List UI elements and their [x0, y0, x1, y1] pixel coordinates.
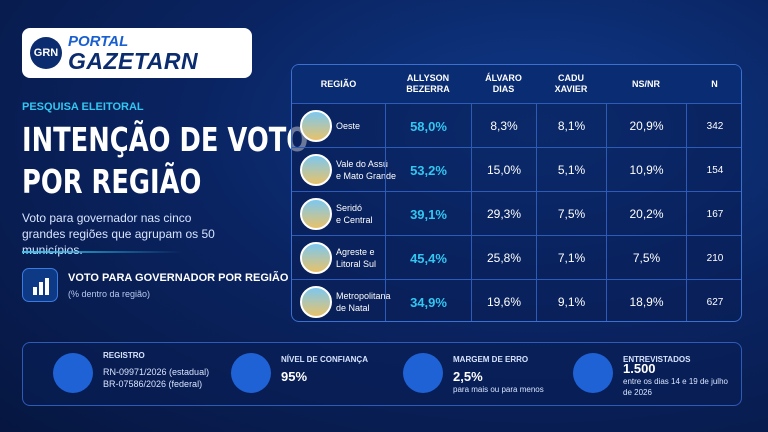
table-cell: 8,1% — [536, 104, 606, 148]
region-icon — [300, 110, 332, 142]
column-header: CADU XAVIER — [536, 65, 606, 103]
table-row: Metropolitana de Natal 34,9% 19,6% 9,1% 18,9%… — [292, 279, 741, 321]
column-header: N — [711, 78, 718, 89]
table-cell: 167 — [686, 192, 741, 236]
region-icon — [300, 286, 332, 318]
region-name: Vale do Assú e Mato Grande — [336, 148, 396, 192]
footer-label: ENTREVISTADOS — [623, 355, 691, 364]
table-row: Vale do Assú e Mato Grande 53,2% 15,0% 5,1% 1… — [292, 147, 741, 192]
title: POR REGIÃO — [22, 162, 202, 201]
table-cell: 25,8% — [471, 236, 536, 280]
logo-badge: GRN — [30, 37, 62, 69]
footer-line: RN-09971/2026 (estadual) — [103, 367, 210, 377]
table-cell: 20,9% — [606, 104, 686, 148]
table-cell: 10,9% — [606, 148, 686, 192]
footer: REGISTRO RN-09971/2026 (estadual) BR-07586… — [22, 342, 742, 406]
footer-line: BR-07586/2026 (federal) — [103, 379, 203, 389]
footer-value: 2,5% — [453, 369, 483, 384]
region-name: Metropolitana de Natal — [336, 280, 391, 321]
region-line: Metropolitana — [336, 291, 391, 301]
table: REGIÃO ALLYSON BEZERRA ÁLVARO DIAS CADU XAVIER… — [291, 64, 742, 322]
table-row: Agreste e Litoral Sul 45,4% 25,8% 7,1% 7,5% 21… — [292, 235, 741, 280]
region-name: Seridó e Central — [336, 192, 373, 236]
column-header: NS/NR — [631, 78, 660, 89]
region-line: e Mato Grande — [336, 171, 397, 181]
region-icon — [300, 242, 332, 274]
region-icon — [300, 154, 332, 186]
table-row: Oeste 58,0% 8,3% 8,1% 20,9% 342 — [292, 103, 741, 148]
header-line: BEZERRA — [406, 84, 450, 94]
table-cell: 9,1% — [536, 280, 606, 321]
column-header: ÁLVARO DIAS — [471, 65, 536, 103]
table-cell: 8,3% — [471, 104, 536, 148]
footer-label: MARGEM DE ERRO — [453, 355, 529, 364]
header-line: CADU — [558, 73, 584, 83]
region-line: Agreste e — [336, 247, 375, 257]
chart-icon — [22, 268, 58, 302]
table-cell: 19,6% — [471, 280, 536, 321]
table-cell: 342 — [686, 104, 741, 148]
table-cell: 154 — [686, 148, 741, 192]
table-cell: 20,2% — [606, 192, 686, 236]
footer-value: 1.500 — [623, 361, 656, 376]
table-cell: 18,9% — [606, 280, 686, 321]
logo-line: GAZETARN — [68, 48, 199, 74]
footer-value: 95% — [281, 369, 308, 384]
section-label: VOTO PARA GOVERNADOR POR REGIÃO — [68, 272, 289, 284]
header-line: ALLYSON — [406, 73, 450, 83]
region-line: Oeste — [336, 121, 361, 131]
table-cell: 15,0% — [471, 148, 536, 192]
region-line: Seridó — [336, 203, 363, 213]
header-line: ÁLVARO — [485, 73, 522, 83]
column-header: REGIÃO — [320, 78, 357, 89]
footer-icon — [403, 353, 443, 393]
footer-note: para mais ou para menos — [453, 385, 544, 394]
footer-label: REGISTRO — [103, 351, 145, 360]
table-cell: 53,2% — [385, 148, 471, 192]
description: Voto para governador nas cinco grandes r… — [22, 211, 215, 257]
title: INTENÇÃO DE VOTO — [22, 120, 309, 159]
separator — [22, 251, 182, 253]
table-cell: 7,5% — [606, 236, 686, 280]
table-cell: 39,1% — [385, 192, 471, 236]
table-cell: 210 — [686, 236, 741, 280]
region-name: Agreste e Litoral Sul — [336, 236, 376, 280]
footer-label: NÍVEL DE CONFIANÇA — [281, 355, 368, 364]
region-line: de Natal — [336, 303, 370, 313]
icon — [33, 278, 49, 295]
footer-note: entre os dias 14 e 19 de julho de 2026 — [623, 377, 728, 397]
table-cell: 58,0% — [385, 104, 471, 148]
table-cell: 7,1% — [536, 236, 606, 280]
table-cell: 34,9% — [385, 280, 471, 321]
table-cell: 627 — [686, 280, 741, 321]
footer-icon — [231, 353, 271, 393]
section-note: (% dentro da região) — [68, 289, 151, 299]
table-cell: 29,3% — [471, 192, 536, 236]
region-name: Oeste — [336, 104, 360, 148]
region-line: Vale do Assú — [336, 159, 388, 169]
header-line: XAVIER — [554, 84, 588, 94]
footer-icon — [573, 353, 613, 393]
region-line: Litoral Sul — [336, 259, 377, 269]
logo-line: PORTAL — [68, 33, 129, 50]
table-header: REGIÃO ALLYSON BEZERRA ÁLVARO DIAS CADU XAVIER… — [292, 65, 741, 103]
table-cell: 45,4% — [385, 236, 471, 280]
column-header: ALLYSON BEZERRA — [385, 65, 471, 103]
table-cell: 5,1% — [536, 148, 606, 192]
footer-icon — [53, 353, 93, 393]
header-line: DIAS — [492, 84, 515, 94]
region-icon — [300, 198, 332, 230]
table-cell: 7,5% — [536, 192, 606, 236]
table-row: Seridó e Central 39,1% 29,3% 7,5% 20,2% 167 — [292, 191, 741, 236]
kicker: PESQUISA ELEITORAL — [22, 101, 144, 113]
logo: GRN PORTAL GAZETARN — [22, 28, 252, 78]
region-line: e Central — [336, 215, 373, 225]
